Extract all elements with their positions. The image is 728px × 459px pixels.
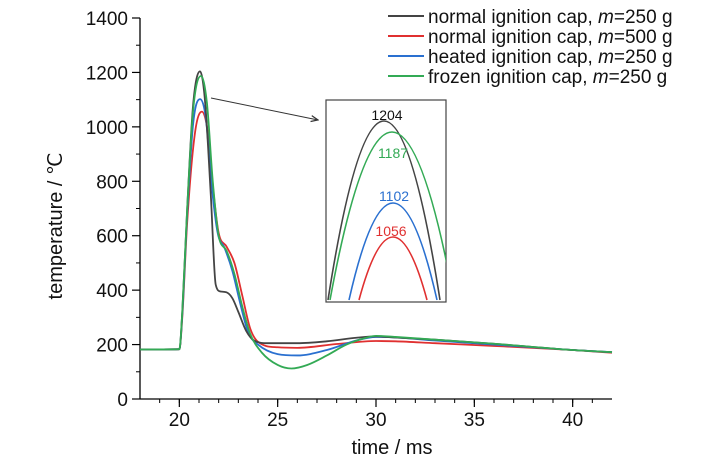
y-tick-label: 200 (96, 336, 128, 357)
inset-curves (327, 120, 446, 301)
inset-peak-curve (358, 236, 428, 301)
peak-value-label: 1187 (378, 145, 408, 161)
legend-label: frozen ignition cap, m=250 g (428, 67, 667, 88)
legend-label: normal ignition cap, m=500 g (428, 27, 673, 48)
x-tick-label: 40 (562, 410, 583, 431)
peak-value-label: 1056 (375, 223, 406, 239)
series-line (139, 75, 613, 370)
y-tick-label: 600 (96, 227, 128, 248)
plot-lines (139, 70, 613, 370)
y-tick-label: 1400 (86, 9, 128, 30)
peak-value-label: 1204 (371, 107, 402, 123)
zoom-arrow (210, 97, 318, 120)
peak-value-label: 1102 (379, 188, 409, 204)
x-tick-label: 30 (365, 410, 386, 431)
legend-label: normal ignition cap, m=250 g (428, 7, 673, 28)
legend-label: heated ignition cap, m=250 g (428, 47, 673, 68)
y-tick-label: 1200 (86, 63, 128, 84)
y-tick-label: 0 (117, 390, 128, 411)
y-tick-label: 800 (96, 172, 128, 193)
x-tick-label: 35 (464, 410, 485, 431)
zoom-inset: 1204 1187 1102 1056 (210, 97, 447, 303)
axes: 0 200 400 600 800 1000 1200 1400 20 25 30 35 40 (86, 9, 612, 431)
inset-peak-curve (329, 131, 446, 301)
inset-peak-curve (348, 202, 438, 301)
x-axis-title: time / ms (351, 437, 432, 459)
inset-peak-curve (327, 120, 441, 301)
x-tick-label: 20 (169, 410, 190, 431)
x-tick-label: 25 (267, 410, 288, 431)
series-line (139, 110, 613, 354)
y-tick-label: 1000 (86, 118, 128, 139)
y-tick-label: 400 (96, 281, 128, 302)
y-axis-title: temperature / ℃ (45, 153, 67, 300)
